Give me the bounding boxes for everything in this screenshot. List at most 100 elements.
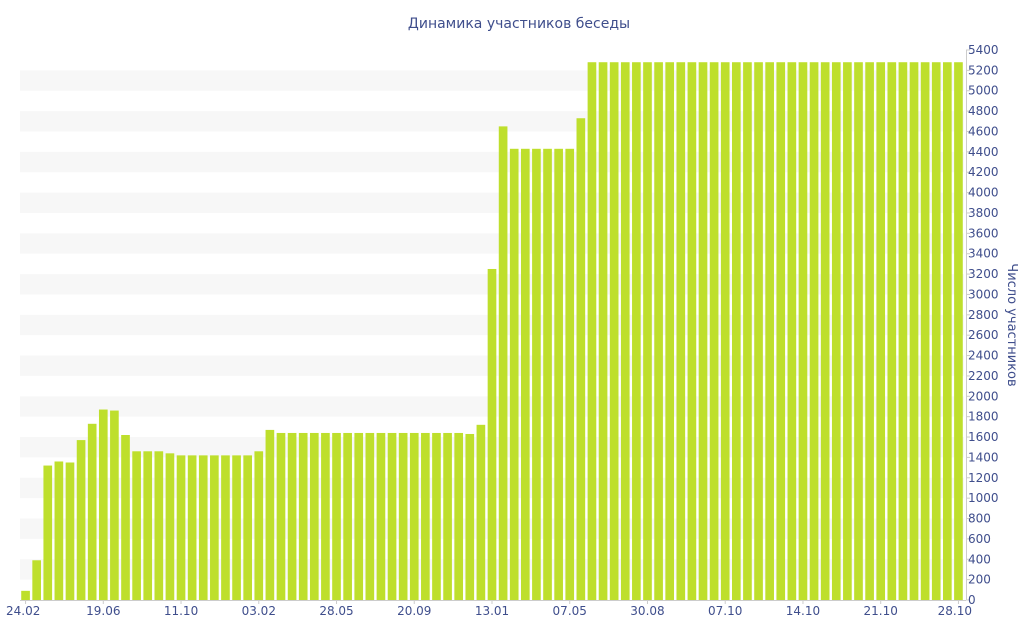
y-tick-label: 5000 [968, 84, 999, 98]
bar [365, 432, 375, 600]
bar [432, 432, 441, 600]
bar [731, 62, 741, 600]
bar [387, 432, 397, 600]
bar [65, 462, 75, 600]
x-tick-label: 24.02 [6, 604, 40, 618]
x-tick-label: 11.10 [164, 604, 198, 618]
bar [487, 268, 497, 600]
y-tick-label: 2400 [968, 349, 999, 363]
bar [398, 432, 408, 600]
bar [676, 62, 686, 600]
bar [931, 62, 941, 600]
bar [609, 62, 619, 600]
y-tick-label: 2800 [968, 308, 999, 322]
x-tick-label: 07.05 [553, 604, 587, 618]
x-tick-label: 28.05 [319, 604, 353, 618]
bar [520, 148, 530, 600]
bar [620, 62, 630, 600]
bars-group [21, 62, 963, 601]
bar [54, 461, 64, 600]
bar [332, 432, 341, 600]
y-tick-label: 4400 [968, 145, 999, 159]
bar [820, 62, 830, 600]
y-tick-label: 4200 [968, 165, 999, 179]
x-tick-label: 20.09 [397, 604, 431, 618]
bar [632, 62, 641, 600]
y-tick-label: 4600 [968, 124, 999, 138]
x-tick-label: 19.06 [86, 604, 120, 618]
bar [720, 62, 730, 600]
bar [32, 560, 41, 600]
bar [421, 432, 430, 600]
y-tick-label: 1200 [968, 471, 999, 485]
bar [265, 429, 275, 600]
bar [309, 432, 319, 600]
bar [476, 424, 486, 600]
bar [765, 62, 774, 600]
bar [243, 455, 253, 600]
chart-title: Динамика участников беседы [408, 16, 630, 32]
x-tick-label: 07.10 [708, 604, 742, 618]
y-tick-label: 1800 [968, 410, 999, 424]
bar [176, 455, 186, 600]
bar [221, 455, 230, 600]
bar [376, 432, 386, 600]
bar [198, 455, 208, 600]
bar [865, 62, 874, 600]
bar [254, 451, 264, 600]
bar [843, 62, 852, 600]
bar [509, 148, 519, 600]
bar [276, 432, 286, 600]
x-tick-label: 03.02 [242, 604, 276, 618]
x-tick-label: 13.01 [475, 604, 509, 618]
bar [343, 432, 352, 600]
y-tick-label: 200 [968, 573, 991, 587]
bar [943, 62, 952, 600]
y-tick-label: 4800 [968, 104, 999, 118]
y-tick-label: 5400 [968, 43, 999, 57]
bar [687, 62, 697, 600]
bar [898, 62, 908, 600]
bar [587, 62, 597, 600]
bar [409, 432, 419, 600]
bar [132, 451, 141, 600]
y-tick-label: 5200 [968, 63, 999, 77]
x-tick-label: 21.10 [864, 604, 898, 618]
bar [854, 62, 863, 600]
bar [165, 453, 175, 600]
bar [920, 62, 930, 600]
bar [210, 455, 219, 600]
bar [43, 465, 53, 600]
bar [809, 62, 819, 600]
y-tick-label: 2600 [968, 328, 999, 342]
y-tick-label: 2000 [968, 389, 999, 403]
y-tick-label: 3600 [968, 226, 999, 240]
bar [576, 118, 586, 601]
y-tick-label: 1400 [968, 450, 999, 464]
bar [454, 432, 464, 600]
bar [743, 62, 752, 600]
bar [643, 62, 652, 600]
bar [698, 62, 708, 600]
y-tick-labels: 0 200 400 600 800 1000 1200 1400 1600 1800 2000 220… [968, 43, 999, 607]
bar [87, 423, 97, 600]
y-tick-label: 400 [968, 552, 991, 566]
x-tick-label: 28.10 [938, 604, 972, 618]
bar [876, 62, 886, 600]
y-tick-label: 800 [968, 512, 991, 526]
bar [909, 62, 919, 600]
x-tick-label: 30.08 [630, 604, 664, 618]
y-tick-label: 2200 [968, 369, 999, 383]
bar [598, 62, 608, 600]
y-tick-label: 3000 [968, 287, 999, 301]
bar [565, 148, 575, 600]
bar [298, 432, 308, 600]
bar [532, 148, 541, 600]
bar [232, 455, 241, 600]
bar [543, 148, 552, 600]
bar [754, 62, 763, 600]
bar [831, 62, 841, 600]
bar [498, 126, 508, 600]
